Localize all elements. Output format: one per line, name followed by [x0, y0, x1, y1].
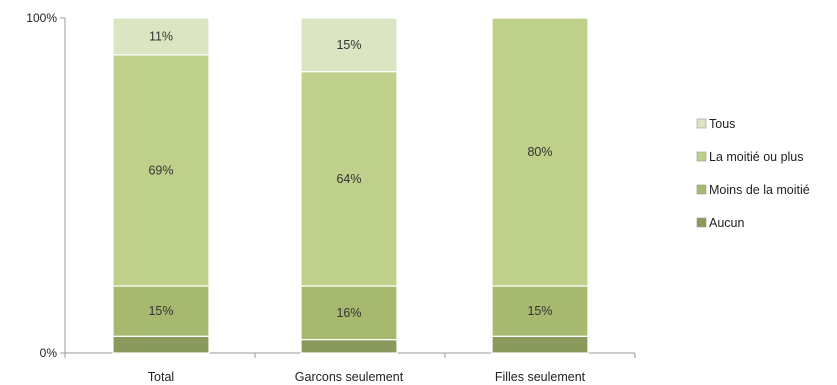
- legend-label: Tous: [709, 117, 735, 131]
- bar-segment: [491, 17, 589, 287]
- legend-swatch: [696, 118, 707, 129]
- legend-label: Aucun: [709, 216, 744, 230]
- data-label: 15%: [527, 304, 552, 318]
- legend-swatch: [696, 151, 707, 162]
- data-labels: 15% 69% 11% 16% 64% 15% 15% 80%: [148, 29, 552, 319]
- bar-segment: [300, 285, 398, 341]
- x-category-label: Total: [148, 370, 174, 384]
- bar-segment: [300, 339, 398, 354]
- legend-label: La moitié ou plus: [709, 150, 804, 164]
- bar-segment: [491, 285, 589, 337]
- bar-segment: [112, 54, 210, 287]
- data-label: 15%: [148, 304, 173, 318]
- data-label: 69%: [148, 163, 173, 177]
- legend-swatch: [696, 217, 707, 228]
- legend-label: Moins de la moitié: [709, 183, 810, 197]
- bar-segment: [112, 335, 210, 354]
- data-label: 80%: [527, 145, 552, 159]
- bar-segment: [300, 17, 398, 73]
- data-label: 15%: [336, 38, 361, 52]
- bars: [112, 17, 589, 354]
- bar-segment: [112, 285, 210, 337]
- bar-segment: [300, 70, 398, 287]
- y-tick-label: 0%: [40, 346, 58, 360]
- bar-segment: [112, 17, 210, 56]
- data-label: 11%: [149, 29, 173, 43]
- data-label: 64%: [336, 172, 361, 186]
- x-category-label: Filles seulement: [495, 370, 586, 384]
- data-label: 16%: [336, 306, 361, 320]
- bar-segment: [491, 335, 589, 354]
- x-category-label: Garcons seulement: [295, 370, 404, 384]
- legend: Tous La moitié ou plus Moins de la moitié A…: [696, 117, 810, 230]
- legend-swatch: [696, 184, 707, 195]
- y-tick-label: 100%: [26, 11, 57, 25]
